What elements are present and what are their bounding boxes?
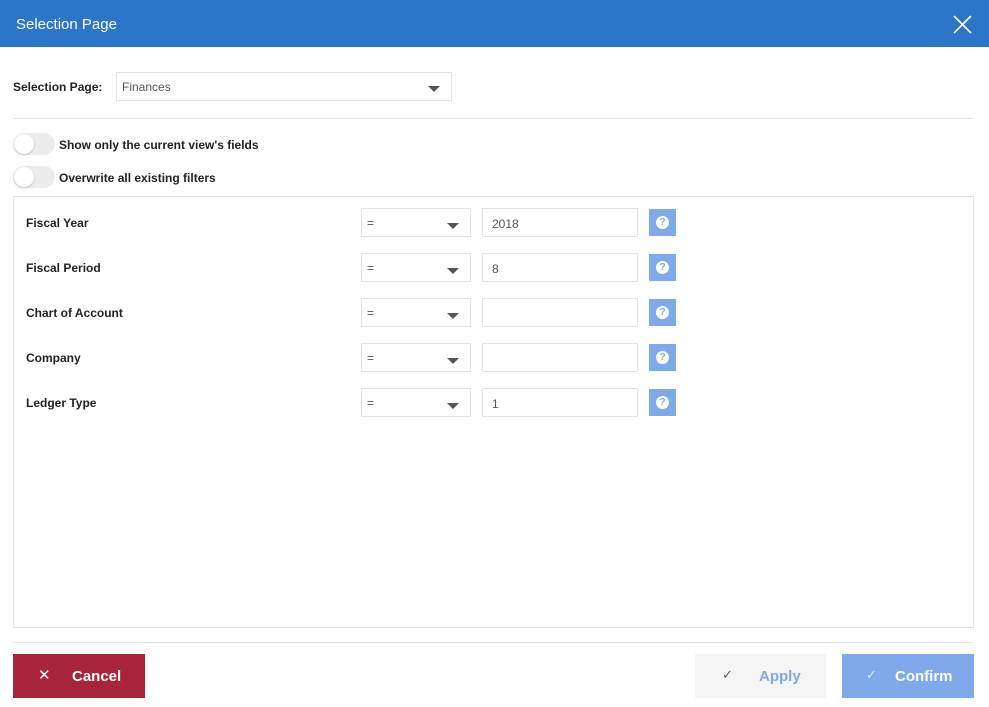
help-button[interactable]: ? xyxy=(649,344,676,371)
question-icon: ? xyxy=(656,216,669,229)
filter-label: Ledger Type xyxy=(26,396,97,410)
filter-value-input[interactable]: 2018 xyxy=(482,208,638,237)
operator-value: = xyxy=(367,351,375,365)
help-button[interactable]: ? xyxy=(649,209,676,236)
show-current-view-toggle[interactable] xyxy=(13,133,55,155)
selection-page-value: Finances xyxy=(122,80,171,94)
filter-value-input[interactable]: 1 xyxy=(482,388,638,417)
operator-dropdown[interactable]: = xyxy=(361,343,471,372)
operator-dropdown[interactable]: = xyxy=(361,298,471,327)
dialog-title: Selection Page xyxy=(16,16,117,33)
confirm-button[interactable]: ✓ Confirm xyxy=(842,654,974,698)
operator-dropdown[interactable]: = xyxy=(361,388,471,417)
close-icon: ✕ xyxy=(38,667,51,684)
help-button[interactable]: ? xyxy=(649,299,676,326)
filter-value-input[interactable]: 8 xyxy=(482,253,638,282)
filter-panel xyxy=(13,196,974,628)
chevron-down-icon xyxy=(447,223,459,229)
close-icon[interactable] xyxy=(953,15,972,34)
question-icon: ? xyxy=(656,351,669,364)
chevron-down-icon xyxy=(447,313,459,319)
help-button[interactable]: ? xyxy=(649,389,676,416)
divider xyxy=(13,118,973,119)
operator-value: = xyxy=(367,396,375,410)
help-button[interactable]: ? xyxy=(649,254,676,281)
overwrite-filters-toggle[interactable] xyxy=(13,166,55,188)
filter-label: Fiscal Period xyxy=(26,261,101,275)
divider xyxy=(13,642,973,643)
apply-button[interactable]: ✓ Apply xyxy=(695,654,826,698)
operator-value: = xyxy=(367,306,375,320)
cancel-button[interactable]: ✕ Cancel xyxy=(13,654,145,698)
cancel-label: Cancel xyxy=(72,668,122,685)
operator-dropdown[interactable]: = xyxy=(361,253,471,282)
filter-label: Fiscal Year xyxy=(26,216,89,230)
apply-label: Apply xyxy=(759,668,801,685)
selection-page-dropdown[interactable]: Finances xyxy=(116,72,452,101)
question-icon: ? xyxy=(656,306,669,319)
chevron-down-icon xyxy=(447,403,459,409)
chevron-down-icon xyxy=(447,358,459,364)
filter-value-input[interactable] xyxy=(482,343,638,372)
filter-value-input[interactable] xyxy=(482,298,638,327)
check-icon: ✓ xyxy=(722,667,733,682)
chevron-down-icon xyxy=(447,268,459,274)
operator-value: = xyxy=(367,261,375,275)
check-icon: ✓ xyxy=(866,667,877,682)
question-icon: ? xyxy=(656,261,669,274)
chevron-down-icon xyxy=(428,86,440,92)
dialog-header: Selection Page xyxy=(0,0,989,47)
operator-dropdown[interactable]: = xyxy=(361,208,471,237)
operator-value: = xyxy=(367,216,375,230)
toggle-label: Show only the current view's fields xyxy=(59,138,259,152)
question-icon: ? xyxy=(656,396,669,409)
toggle-label: Overwrite all existing filters xyxy=(59,171,216,185)
selection-page-label: Selection Page: xyxy=(13,80,103,94)
filter-label: Company xyxy=(26,351,81,365)
filter-label: Chart of Account xyxy=(26,306,123,320)
confirm-label: Confirm xyxy=(895,668,953,685)
